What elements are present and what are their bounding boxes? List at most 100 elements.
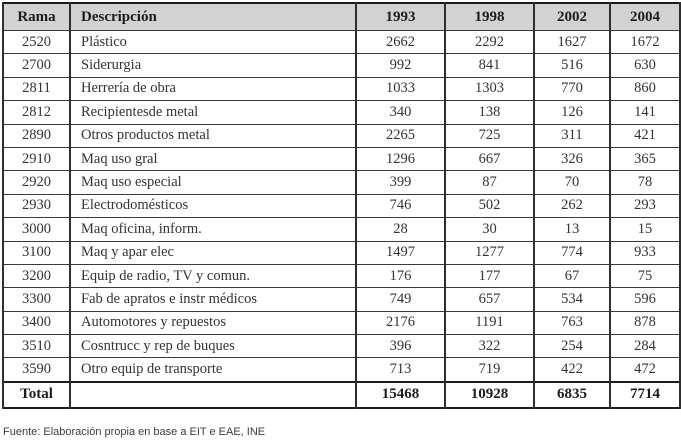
value-2004: 421	[609, 123, 681, 148]
value-1998: 30	[444, 217, 535, 242]
value-2004: 472	[609, 357, 681, 383]
total-row: Total 15468 10928 6835 7714	[2, 380, 681, 409]
descripcion-cell: Automotores y repuestos	[69, 310, 357, 336]
descripcion-cell: Maq uso especial	[69, 170, 357, 195]
value-2004: 15	[609, 217, 681, 242]
value-1993: 746	[355, 193, 446, 219]
value-1998: 1277	[444, 240, 535, 265]
rama-code: 2812	[2, 100, 71, 125]
header-row: Rama Descripción 1993 1998 2002 2004	[2, 2, 681, 31]
value-1993: 713	[355, 357, 446, 383]
total-1998: 10928	[444, 380, 535, 409]
value-1993: 396	[355, 334, 446, 359]
rama-code: 2700	[2, 53, 71, 78]
table-row: 3400 Automotores y repuestos 2176 1191 7…	[2, 310, 681, 336]
value-2002: 770	[533, 76, 611, 102]
value-1993: 176	[355, 263, 446, 289]
value-2004: 630	[609, 53, 681, 78]
rama-code: 2930	[2, 193, 71, 219]
table-row: 2920 Maq uso especial 399 87 70 78	[2, 170, 681, 195]
rama-code: 3510	[2, 334, 71, 359]
value-2002: 262	[533, 193, 611, 219]
value-2002: 311	[533, 123, 611, 148]
column-header-2002: 2002	[533, 2, 611, 31]
descripcion-cell: Maq uso gral	[69, 146, 357, 172]
value-2002: 126	[533, 100, 611, 125]
total-1993: 15468	[355, 380, 446, 409]
column-header-1993: 1993	[355, 2, 446, 31]
table-row: 2890 Otros productos metal 2265 725 311 …	[2, 123, 681, 148]
table-row: 2520 Plástico 2662 2292 1627 1672	[2, 29, 681, 55]
value-1998: 719	[444, 357, 535, 383]
value-2004: 75	[609, 263, 681, 289]
rama-code: 3400	[2, 310, 71, 336]
table-row: 3100 Maq y apar elec 1497 1277 774 933	[2, 240, 681, 265]
table-row: 3300 Fab de apratos e instr médicos 749 …	[2, 287, 681, 312]
value-2002: 254	[533, 334, 611, 359]
value-2002: 70	[533, 170, 611, 195]
value-1993: 340	[355, 100, 446, 125]
value-1998: 1303	[444, 76, 535, 102]
descripcion-cell: Maq oficina, inform.	[69, 217, 357, 242]
descripcion-cell: Herrería de obra	[69, 76, 357, 102]
table-row: 3000 Maq oficina, inform. 28 30 13 15	[2, 217, 681, 242]
value-2002: 763	[533, 310, 611, 336]
value-2002: 67	[533, 263, 611, 289]
descripcion-cell: Siderurgia	[69, 53, 357, 78]
value-1998: 1191	[444, 310, 535, 336]
industry-data-table: Rama Descripción 1993 1998 2002 2004 252…	[2, 2, 681, 409]
source-note: Fuente: Elaboración propia en base a EIT…	[3, 426, 266, 438]
value-1993: 399	[355, 170, 446, 195]
table-row: 2700 Siderurgia 992 841 516 630	[2, 53, 681, 78]
value-1998: 502	[444, 193, 535, 219]
value-2004: 1672	[609, 29, 681, 55]
column-header-2004: 2004	[609, 2, 681, 31]
descripcion-cell: Equip de radio, TV y comun.	[69, 263, 357, 289]
value-1993: 749	[355, 287, 446, 312]
value-2004: 860	[609, 76, 681, 102]
value-2004: 141	[609, 100, 681, 125]
value-2004: 284	[609, 334, 681, 359]
table-body: 2520 Plástico 2662 2292 1627 1672 2700 S…	[2, 29, 681, 409]
value-1993: 992	[355, 53, 446, 78]
total-label: Total	[2, 380, 71, 409]
value-1998: 138	[444, 100, 535, 125]
value-2004: 365	[609, 146, 681, 172]
column-header-descripcion: Descripción	[69, 2, 357, 31]
table-row: 2910 Maq uso gral 1296 667 326 365	[2, 146, 681, 172]
descripcion-cell: Electrodomésticos	[69, 193, 357, 219]
value-1998: 667	[444, 146, 535, 172]
value-1998: 2292	[444, 29, 535, 55]
column-header-1998: 1998	[444, 2, 535, 31]
rama-code: 2890	[2, 123, 71, 148]
value-2002: 326	[533, 146, 611, 172]
total-2002: 6835	[533, 380, 611, 409]
value-2002: 13	[533, 217, 611, 242]
total-2004: 7714	[609, 380, 681, 409]
descripcion-cell: Recipientesde metal	[69, 100, 357, 125]
rama-code: 3590	[2, 357, 71, 383]
value-1998: 322	[444, 334, 535, 359]
value-1998: 657	[444, 287, 535, 312]
value-2002: 774	[533, 240, 611, 265]
value-1993: 2265	[355, 123, 446, 148]
industry-data-table-container: Rama Descripción 1993 1998 2002 2004 252…	[2, 2, 681, 409]
descripcion-cell: Cosntrucc y rep de buques	[69, 334, 357, 359]
descripcion-cell: Fab de apratos e instr médicos	[69, 287, 357, 312]
rama-code: 2520	[2, 29, 71, 55]
table-row: 3590 Otro equip de transporte 713 719 42…	[2, 357, 681, 383]
descripcion-cell: Otros productos metal	[69, 123, 357, 148]
value-1993: 2662	[355, 29, 446, 55]
value-1998: 87	[444, 170, 535, 195]
value-1993: 1033	[355, 76, 446, 102]
table-header: Rama Descripción 1993 1998 2002 2004	[2, 2, 681, 31]
value-1998: 177	[444, 263, 535, 289]
rama-code: 2920	[2, 170, 71, 195]
rama-code: 3100	[2, 240, 71, 265]
descripcion-cell: Maq y apar elec	[69, 240, 357, 265]
table-row: 2811 Herrería de obra 1033 1303 770 860	[2, 76, 681, 102]
rama-code: 3200	[2, 263, 71, 289]
rama-code: 3300	[2, 287, 71, 312]
value-1998: 725	[444, 123, 535, 148]
value-2004: 293	[609, 193, 681, 219]
